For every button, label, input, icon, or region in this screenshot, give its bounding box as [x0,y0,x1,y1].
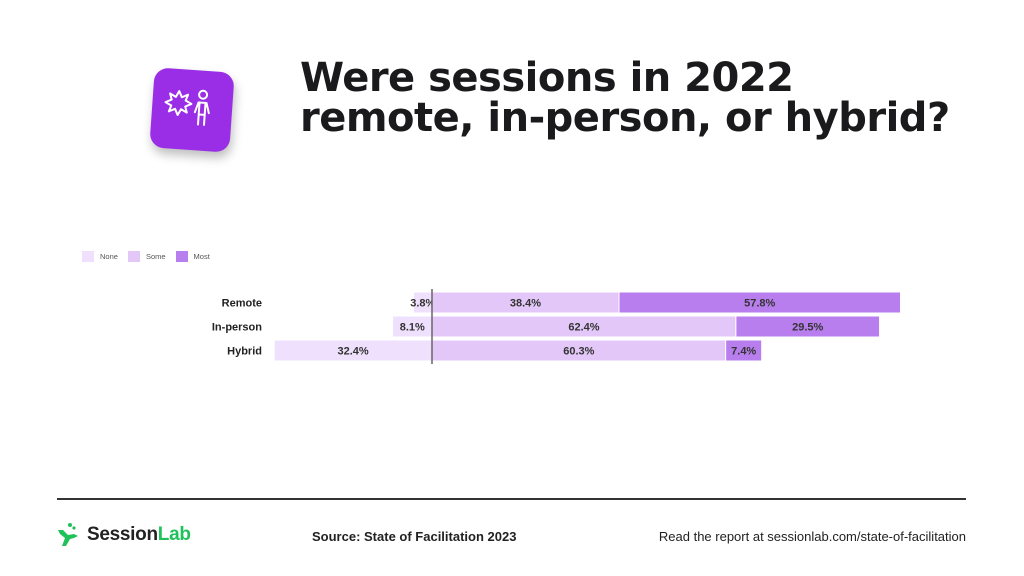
category-label: Hybrid [227,346,262,358]
legend-swatch-none [82,251,94,262]
legend-item-some: Some [127,251,166,262]
sessionlab-logo-icon [58,523,78,546]
data-label: 62.4% [568,322,599,334]
chart-legend: None Some Most [82,251,220,262]
bar-most [735,315,881,338]
bar-most [725,339,763,362]
logo-text-accent: Lab [157,524,191,545]
legend-label-none: None [100,252,118,261]
data-label: 7.4% [731,346,756,358]
legend-label-most: Most [193,252,210,261]
page-title: Were sessions in 2022 remote, in-person,… [300,55,950,141]
source-note: Source: State of Facilitation 2023 [312,529,517,544]
legend-item-most: Most [175,251,210,262]
data-label: 3.8% [410,298,435,310]
data-label: 29.5% [792,322,823,334]
legend-label-some: Some [145,252,166,261]
sparkle-person-icon [164,89,210,126]
data-label: 57.8% [744,298,775,310]
app-icon [149,67,235,153]
data-label: 60.3% [563,346,594,358]
logo-text-main: Session [87,524,158,545]
legend-swatch-some [127,251,140,262]
bar-most [618,291,901,314]
report-link[interactable]: Read the report at sessionlab.com/state-… [658,529,966,544]
logo-text: SessionLab [87,524,191,546]
title-line-2: remote, in-person, or hybrid? [300,95,950,141]
data-label: 38.4% [510,298,541,310]
footer-divider [57,498,966,500]
legend-item-none: None [82,251,118,262]
category-label: Remote [222,298,262,310]
data-label: 32.4% [338,346,369,358]
legend-swatch-most [175,251,188,262]
sessionlab-logo: SessionLab [57,522,191,548]
title-line-1: Were sessions in 2022 [300,55,794,101]
data-label: 8.1% [400,322,425,334]
category-label: In-person [212,322,262,334]
